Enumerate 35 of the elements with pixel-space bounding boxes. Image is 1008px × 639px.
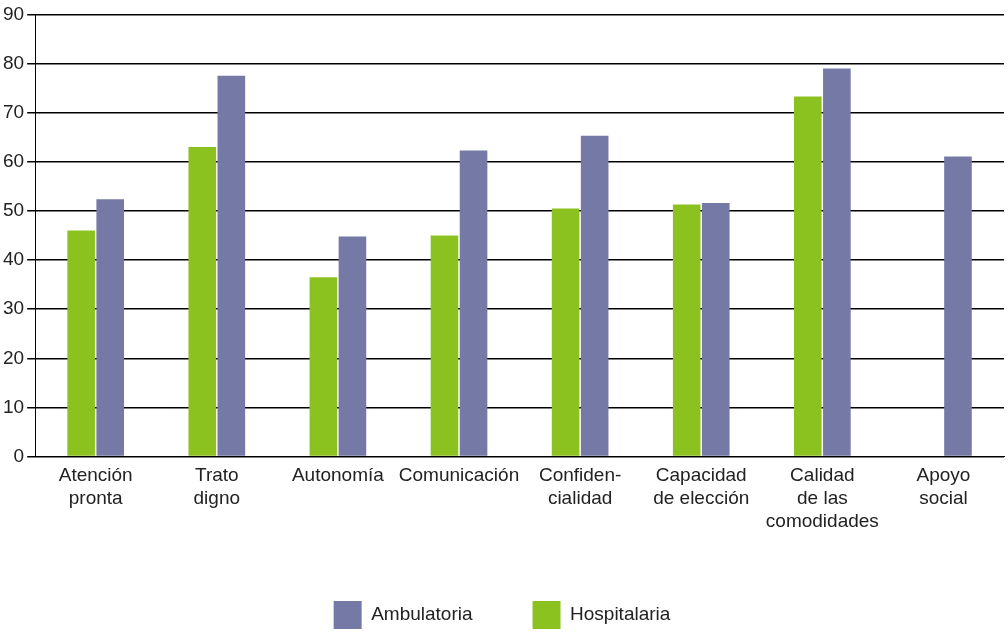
- x-tick-label: Comunicación: [398, 464, 520, 486]
- x-tick-label: Calidad de las comodidades: [765, 464, 879, 531]
- y-tick-label: 20: [2, 346, 25, 368]
- bar: [701, 203, 730, 456]
- bar: [580, 135, 609, 456]
- bar: [309, 277, 338, 456]
- x-tick-label: Autonomía: [291, 464, 385, 486]
- y-tick-label: 40: [2, 248, 25, 270]
- legend-label: Ambulatoria: [371, 603, 473, 625]
- legend-label: Hospitalaria: [570, 603, 671, 625]
- x-tick-label: Confiden- cialidad: [538, 464, 622, 509]
- x-tick-label: Trato digno: [193, 464, 241, 509]
- y-tick-label: 0: [13, 444, 25, 466]
- bar: [96, 199, 125, 456]
- bar: [217, 75, 246, 456]
- x-tick-label: Atención pronta: [58, 464, 133, 509]
- bar: [944, 156, 972, 456]
- y-tick-label: 70: [2, 100, 25, 122]
- bar: [823, 68, 851, 456]
- y-tick-label: 90: [2, 2, 25, 24]
- y-tick-label: 60: [2, 150, 25, 172]
- bar: [794, 96, 822, 456]
- bar: [188, 147, 217, 456]
- y-tick-label: 30: [2, 297, 25, 319]
- bar: [430, 235, 459, 456]
- y-tick-label: 50: [2, 199, 25, 221]
- bar: [338, 236, 367, 456]
- bar: [67, 230, 95, 456]
- y-tick-label: 10: [2, 395, 25, 417]
- x-tick-label: Apoyo social: [916, 464, 971, 509]
- bar: [672, 204, 701, 456]
- bar: [551, 208, 580, 456]
- y-tick-label: 80: [2, 51, 25, 73]
- x-tick-label: Capacidad de elección: [653, 464, 750, 509]
- bar: [459, 150, 488, 456]
